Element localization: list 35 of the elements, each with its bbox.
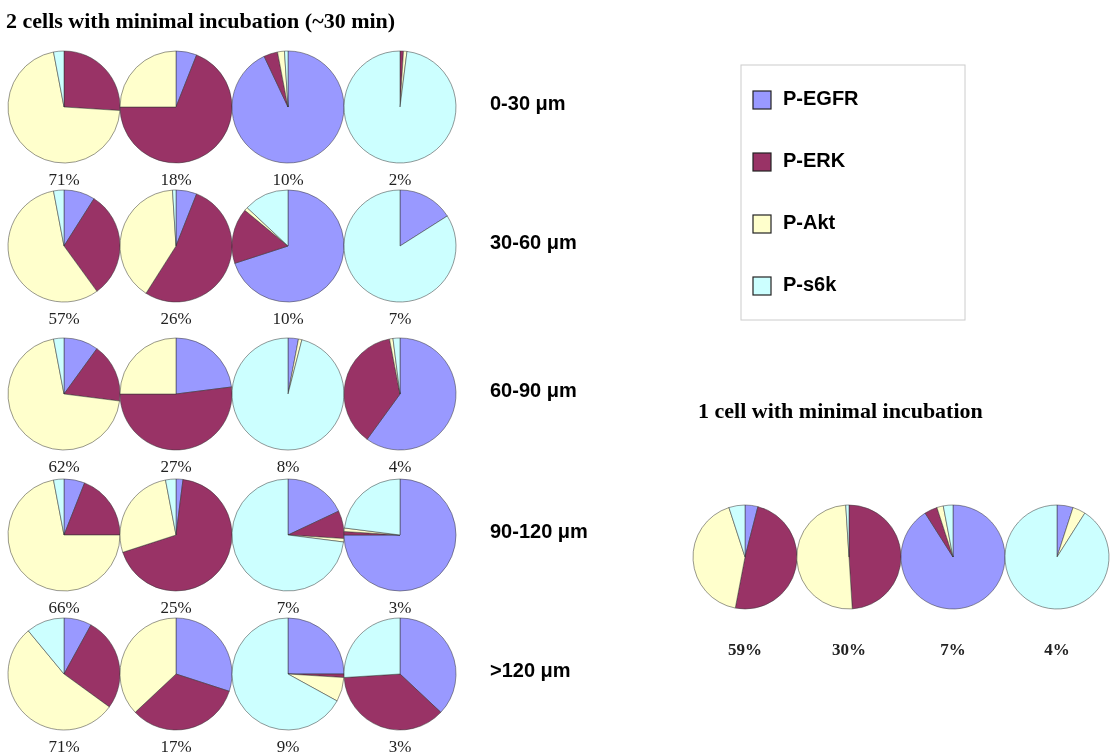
text: 27% xyxy=(160,457,192,476)
text: 10% xyxy=(272,170,304,189)
text: 66% xyxy=(48,598,80,617)
text: 0-30 μm xyxy=(490,92,566,115)
text: 60-90 μm xyxy=(490,379,577,402)
text: 25% xyxy=(160,598,192,617)
text: 10% xyxy=(272,309,304,328)
text: 30% xyxy=(832,640,866,659)
text: 7% xyxy=(388,309,412,328)
text: 2% xyxy=(388,170,412,189)
text: 3% xyxy=(388,598,412,617)
legend-label: P-Akt xyxy=(783,211,836,234)
text: 90-120 μm xyxy=(490,520,588,543)
text: 7% xyxy=(276,598,300,617)
text: 3% xyxy=(388,737,412,755)
chart-title: 1 cell with minimal incubation xyxy=(698,398,983,423)
text: 17% xyxy=(160,737,192,755)
text: 8% xyxy=(276,457,300,476)
legend-label: P-EGFR xyxy=(783,87,860,110)
legend-label: P-s6k xyxy=(783,273,838,296)
text: 59% xyxy=(728,640,762,659)
text: 62% xyxy=(48,457,80,476)
text: 57% xyxy=(48,309,80,328)
text: 26% xyxy=(160,309,192,328)
text: 4% xyxy=(1044,640,1070,659)
legend-label: P-ERK xyxy=(783,149,846,172)
text: 30-60 μm xyxy=(490,231,577,254)
text: 18% xyxy=(160,170,192,189)
text: 4% xyxy=(388,457,412,476)
text: >120 μm xyxy=(490,659,571,682)
text: 9% xyxy=(276,737,300,755)
chart-title: 2 cells with minimal incubation (~30 min) xyxy=(6,8,396,33)
text: 7% xyxy=(940,640,966,659)
text: 71% xyxy=(48,737,80,755)
text: 71% xyxy=(48,170,80,189)
